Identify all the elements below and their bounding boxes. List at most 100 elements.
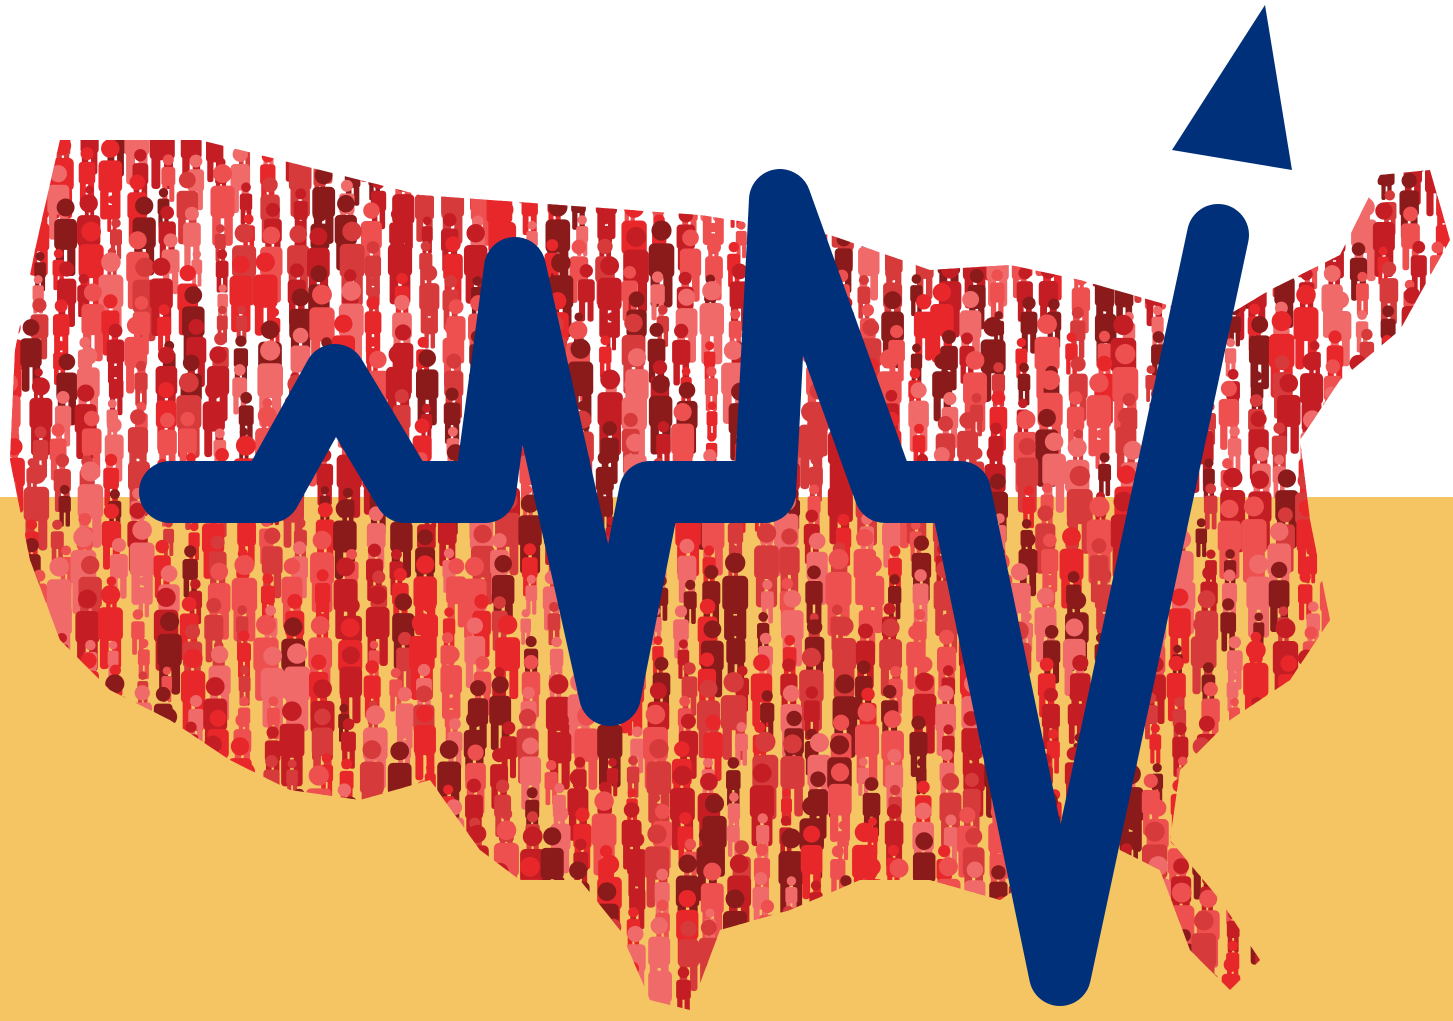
- person-figure-icon: [1330, 659, 1347, 717]
- person-figure-icon: [228, 737, 252, 817]
- person-figure-icon: [1409, 460, 1422, 501]
- person-figure-icon: [989, 140, 1001, 166]
- person-figure-icon: [1225, 748, 1245, 815]
- person-figure-icon: [10, 200, 17, 271]
- person-figure-icon: [109, 718, 125, 771]
- person-figure-icon: [10, 891, 19, 966]
- person-figure-icon: [1429, 447, 1448, 509]
- person-figure-icon: [420, 929, 436, 982]
- person-figure-icon: [81, 936, 96, 985]
- person-figure-icon: [1122, 235, 1143, 303]
- person-figure-icon: [856, 155, 870, 197]
- person-figure-icon: [525, 574, 538, 615]
- person-figure-icon: [234, 819, 249, 868]
- person-figure-icon: [134, 360, 148, 406]
- person-figure-icon: [1191, 910, 1217, 996]
- person-figure-icon: [912, 170, 934, 241]
- person-figure-icon: [1425, 746, 1446, 814]
- person-figure-icon: [1278, 655, 1300, 727]
- person-figure-icon: [28, 154, 41, 194]
- person-figure-icon: [1351, 140, 1366, 174]
- person-figure-icon: [364, 948, 391, 1010]
- person-figure-icon: [1434, 280, 1448, 325]
- person-figure-icon: [1408, 832, 1428, 896]
- person-figure-icon: [102, 674, 127, 757]
- person-figure-icon: [414, 780, 434, 845]
- person-figure-icon: [335, 140, 354, 175]
- person-figure-icon: [444, 843, 462, 901]
- person-figure-icon: [1169, 185, 1186, 240]
- person-figure-icon: [888, 545, 902, 593]
- person-figure-icon: [913, 897, 933, 964]
- person-figure-icon: [77, 734, 100, 811]
- person-figure-icon: [362, 878, 377, 928]
- person-figure-icon: [1225, 874, 1241, 926]
- person-figure-icon: [1304, 692, 1323, 753]
- person-figure-icon: [1432, 597, 1450, 666]
- person-figure-icon: [759, 899, 776, 957]
- person-figure-icon: [130, 746, 147, 801]
- person-figure-icon: [1145, 856, 1171, 942]
- person-figure-icon: [76, 781, 94, 843]
- person-figure-icon: [53, 665, 67, 710]
- person-figure-icon: [132, 894, 154, 966]
- person-figure-icon: [79, 875, 94, 923]
- person-figure-icon: [623, 140, 644, 185]
- person-figure-icon: [1195, 518, 1208, 558]
- person-figure-icon: [387, 924, 406, 987]
- person-figure-icon: [1065, 140, 1090, 189]
- person-figure-icon: [891, 188, 907, 238]
- person-figure-icon: [884, 920, 909, 1001]
- person-figure-icon: [463, 140, 488, 190]
- person-figure-icon: [497, 140, 520, 189]
- person-figure-icon: [1124, 157, 1138, 204]
- person-figure-icon: [10, 929, 15, 993]
- person-figure-icon: [177, 772, 199, 848]
- person-figure-icon: [572, 143, 591, 205]
- person-figure-icon: [1401, 287, 1423, 359]
- person-figure-icon: [1091, 169, 1114, 246]
- person-figure-icon: [267, 929, 283, 979]
- person-figure-icon: [1380, 558, 1403, 632]
- person-figure-icon: [85, 966, 97, 1003]
- person-figure-icon: [1380, 305, 1396, 357]
- person-figure-icon: [857, 894, 874, 952]
- person-figure-icon: [363, 806, 381, 865]
- person-figure-icon: [1068, 147, 1087, 208]
- person-figure-icon: [1279, 775, 1298, 836]
- person-figure-icon: [131, 929, 151, 995]
- person-figure-icon: [782, 140, 798, 169]
- person-figure-icon: [1065, 218, 1080, 267]
- person-figure-icon: [1426, 351, 1450, 429]
- person-figure-icon: [184, 909, 197, 952]
- person-figure-icon: [1224, 782, 1239, 831]
- person-figure-icon: [28, 729, 54, 815]
- person-figure-icon: [1249, 696, 1264, 742]
- person-figure-icon: [964, 951, 989, 1010]
- person-figure-icon: [1249, 876, 1261, 914]
- person-figure-icon: [1255, 940, 1269, 987]
- person-figure-icon: [1253, 960, 1270, 1010]
- person-figure-icon: [1249, 771, 1272, 846]
- person-figure-icon: [1089, 149, 1107, 207]
- person-figure-icon: [812, 910, 824, 948]
- person-figure-icon: [336, 893, 358, 963]
- person-figure-icon: [783, 942, 794, 979]
- person-figure-icon: [1019, 152, 1036, 207]
- person-figure-icon: [570, 921, 589, 985]
- person-figure-icon: [1041, 687, 1060, 749]
- person-figure-icon: [50, 768, 75, 851]
- person-figure-icon: [706, 140, 721, 176]
- person-figure-icon: [1138, 140, 1162, 215]
- person-figure-icon: [364, 880, 390, 965]
- person-figure-icon: [1403, 773, 1425, 845]
- person-figure-icon: [1269, 801, 1292, 876]
- person-figure-icon: [10, 662, 22, 719]
- person-figure-icon: [210, 164, 235, 246]
- person-figure-icon: [1091, 213, 1105, 258]
- person-figure-icon: [987, 151, 1005, 211]
- person-figure-icon: [623, 961, 641, 1010]
- person-figure-icon: [683, 579, 697, 624]
